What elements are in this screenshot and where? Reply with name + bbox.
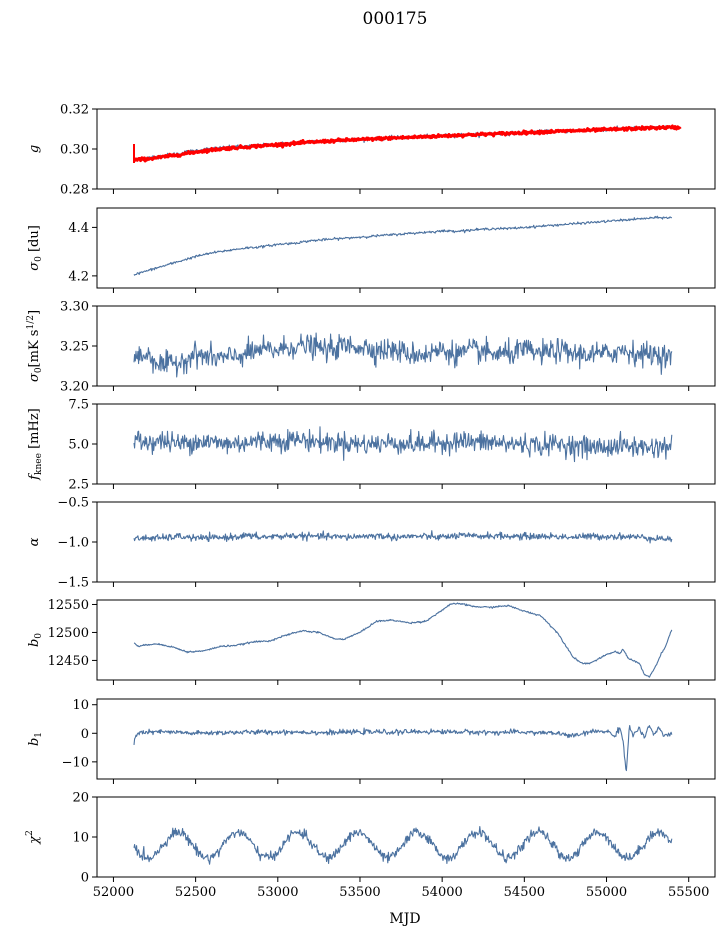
x-axis-label: MJD [389, 911, 420, 927]
y-axis-label: α [27, 537, 42, 546]
y-tick-label: −10 [62, 755, 89, 770]
y-tick-label: 0.28 [60, 183, 89, 198]
panel-5: −1.5 −1.0 −0.5 α [27, 496, 716, 591]
y-tick-label: 12550 [48, 598, 89, 613]
series-line-1 [133, 530, 673, 544]
y-axis-label: b0 [27, 633, 44, 647]
y-tick-label: 3.30 [60, 300, 89, 315]
series-line-1 [133, 602, 673, 678]
axes-frame [96, 599, 716, 681]
y-axis-label: σ0[mK s1/2] [26, 310, 44, 382]
series-line-1 [133, 426, 673, 463]
y-tick-label: 4.4 [68, 221, 89, 236]
x-tick-label: 53000 [257, 885, 298, 900]
series-line-2 [133, 124, 682, 163]
y-tick-label: 7.5 [68, 398, 89, 413]
series-line-1 [133, 724, 673, 772]
y-tick-label: −1.0 [57, 536, 89, 551]
panel-3: 3.20 3.25 3.30 σ0[mK s1/2] [26, 300, 716, 395]
panels: 0.28 0.30 0.32 g 4.2 4.4 σ0 [du] 3.20 3.25 3.30 σ0… [25, 103, 716, 900]
y-tick-label: −0.5 [57, 496, 89, 511]
panel-8: 0 10 20 52000 52500 53000 53500 54000 54500 55000… [25, 791, 716, 900]
x-tick-label: 54000 [421, 885, 462, 900]
panel-1: 0.28 0.30 0.32 g [27, 103, 716, 198]
x-tick-label: 54500 [504, 885, 545, 900]
x-tick-label: 52500 [175, 885, 216, 900]
y-axis-label: χ2 [25, 830, 42, 845]
y-axis-label: b1 [27, 732, 44, 746]
y-axis-label: fknee [mHz] [27, 408, 44, 481]
y-tick-label: 0.32 [60, 103, 89, 118]
x-tick-label: 53500 [339, 885, 380, 900]
y-tick-label: 4.2 [68, 269, 89, 284]
y-tick-label: −1.5 [57, 576, 89, 591]
x-tick-label: 52000 [93, 885, 134, 900]
y-tick-label: 20 [72, 791, 89, 806]
axes-frame [96, 501, 716, 583]
x-tick-label: 55500 [668, 885, 709, 900]
y-tick-label: 0.30 [60, 143, 89, 158]
figure-title: 000175 [363, 9, 428, 29]
series-line-1 [133, 332, 673, 378]
panel-4: 2.5 5.0 7.5 fknee [mHz] [27, 398, 716, 493]
y-tick-label: 10 [72, 698, 89, 713]
series-line-1 [133, 215, 673, 276]
axes-frame [96, 207, 716, 289]
y-tick-label: 3.25 [60, 340, 89, 355]
axes-frame [96, 698, 716, 780]
y-tick-label: 12450 [48, 654, 89, 669]
y-tick-label: 10 [72, 831, 89, 846]
series-line-1 [133, 825, 673, 865]
y-tick-label: 5.0 [68, 438, 89, 453]
panel-2: 4.2 4.4 σ0 [du] [27, 207, 716, 293]
y-tick-label: 2.5 [68, 478, 89, 493]
y-axis-label: σ0 [du] [27, 225, 44, 271]
y-tick-label: 12500 [48, 626, 89, 641]
y-axis-label: g [27, 145, 42, 153]
y-tick-label: 0 [81, 727, 89, 742]
panel-6: 12450 12500 12550 b0 [27, 598, 716, 685]
panel-7: −10 0 10 b1 [27, 698, 716, 784]
axes-frame [96, 108, 716, 190]
y-tick-label: 3.20 [60, 380, 89, 395]
y-tick-label: 0 [81, 871, 89, 886]
x-tick-label: 55000 [586, 885, 627, 900]
